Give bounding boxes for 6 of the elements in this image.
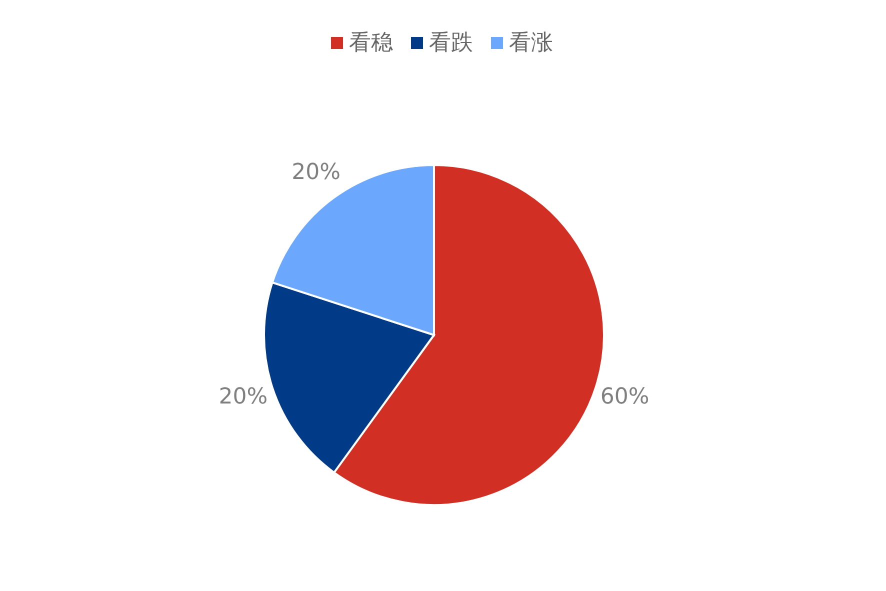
legend-label: 看跌 bbox=[429, 30, 473, 56]
data-label: 20% bbox=[218, 384, 268, 410]
data-label: 60% bbox=[600, 384, 650, 410]
legend-label: 看稳 bbox=[349, 30, 393, 56]
legend-label: 看涨 bbox=[509, 30, 553, 56]
data-label: 20% bbox=[292, 160, 341, 186]
